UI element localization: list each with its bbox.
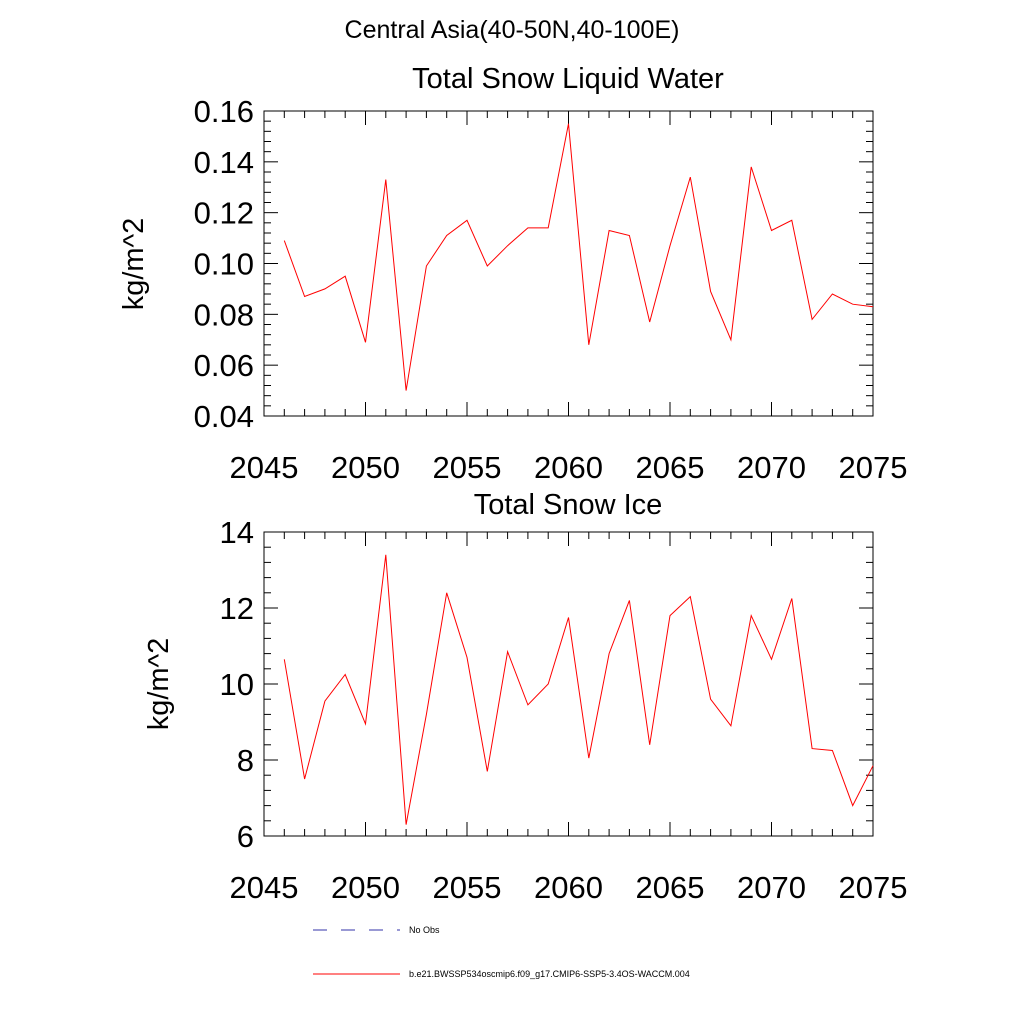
x-tick-label: 2055 [433,450,502,485]
y-tick-label: 0.12 [194,196,254,231]
y-tick-label: 0.08 [194,297,254,332]
x-tick-label: 2050 [331,870,400,905]
y-tick-label: 6 [237,819,254,854]
y-tick-label: 10 [220,667,254,702]
y-tick-label: 0.14 [194,145,254,180]
y-tick-label: 0.04 [194,399,254,434]
y-tick-label: 14 [220,515,254,550]
figure-suptitle: Central Asia(40-50N,40-100E) [344,16,680,44]
x-tick-label: 2060 [534,870,603,905]
series-line [283,554,874,825]
plot-frame [263,110,874,417]
legend-label-model: b.e21.BWSSP534oscmip6.f09_g17.CMIP6-SSP5… [409,969,690,979]
series-line [283,123,874,391]
legend: No Obs b.e21.BWSSP534oscmip6.f09_g17.CMI… [313,925,690,979]
x-tick-label: 2075 [839,450,908,485]
panel-title: Total Snow Liquid Water [412,63,724,95]
y-axis-label: kg/m^2 [118,218,150,311]
panel-title: Total Snow Ice [474,489,663,521]
x-tick-label: 2065 [636,870,705,905]
y-tick-label: 12 [220,591,254,626]
y-tick-label: 8 [237,743,254,778]
x-tick-label: 2045 [230,870,299,905]
panel-snow-ice: Total Snow Ice kg/m^2 2045 2050 2055 2060 20… [143,489,907,905]
x-tick-label: 2075 [839,870,908,905]
x-tick-label: 2045 [230,450,299,485]
panel-liquid-water: Total Snow Liquid Water kg/m^2 2045 2050 2… [118,63,907,485]
plot-frame [263,531,874,837]
x-tick-label: 2055 [433,870,502,905]
y-tick-label: 0.06 [194,348,254,383]
y-axis-label: kg/m^2 [143,638,175,731]
x-tick-label: 2050 [331,450,400,485]
y-tick-label: 0.16 [194,94,254,129]
x-tick-label: 2070 [737,450,806,485]
y-tick-label: 0.10 [194,247,254,282]
legend-label-no-obs: No Obs [409,925,440,935]
x-tick-label: 2065 [636,450,705,485]
x-tick-label: 2060 [534,450,603,485]
x-tick-label: 2070 [737,870,806,905]
